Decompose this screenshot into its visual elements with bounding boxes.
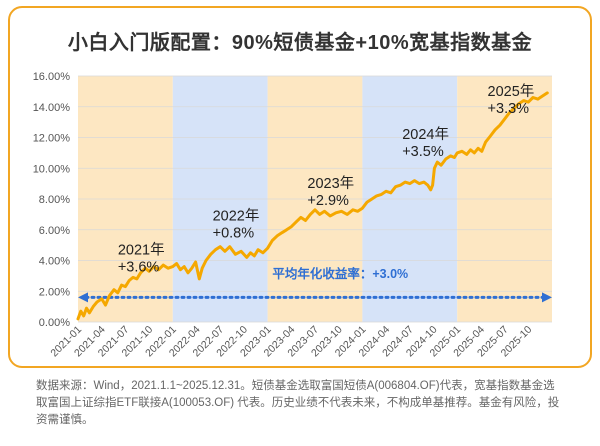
y-tick-label: 0.00% bbox=[39, 317, 70, 329]
year-return-4: +3.3% bbox=[488, 101, 530, 117]
year-label-1: 2022年 bbox=[213, 208, 260, 225]
average-return-label: 平均年化收益率：+3.0% bbox=[272, 266, 408, 281]
year-label-0: 2021年 bbox=[118, 241, 165, 258]
y-tick-label: 8.00% bbox=[39, 194, 70, 206]
y-tick-label: 12.00% bbox=[33, 133, 71, 145]
arrow-left-icon bbox=[78, 292, 88, 303]
year-return-1: +0.8% bbox=[213, 226, 255, 242]
year-return-3: +3.5% bbox=[402, 144, 444, 160]
data-source-footnote: 数据来源：Wind，2021.1.1~2025.12.31。短债基金选取富国短债… bbox=[36, 380, 560, 426]
average-return-label-text: 平均年化收益率： bbox=[272, 266, 372, 281]
series-line-0 bbox=[76, 91, 549, 321]
y-tick-label: 2.00% bbox=[39, 286, 70, 298]
y-tick-label: 6.00% bbox=[39, 225, 70, 237]
y-tick-label: 10.00% bbox=[33, 163, 71, 175]
y-tick-label: 16.00% bbox=[33, 71, 71, 83]
y-tick-label: 14.00% bbox=[33, 102, 71, 114]
average-return-value: +3.0% bbox=[372, 267, 408, 281]
year-label-3: 2024年 bbox=[402, 126, 449, 143]
year-return-2: +2.9% bbox=[307, 193, 349, 209]
year-return-0: +3.6% bbox=[118, 259, 160, 275]
arrow-right-icon bbox=[542, 292, 552, 303]
y-tick-label: 4.00% bbox=[39, 256, 70, 268]
year-label-2: 2023年 bbox=[307, 175, 354, 192]
chart-title: 小白入门版配置：90%短债基金+10%宽基指数基金 bbox=[67, 32, 533, 54]
year-label-4: 2025年 bbox=[488, 83, 535, 100]
